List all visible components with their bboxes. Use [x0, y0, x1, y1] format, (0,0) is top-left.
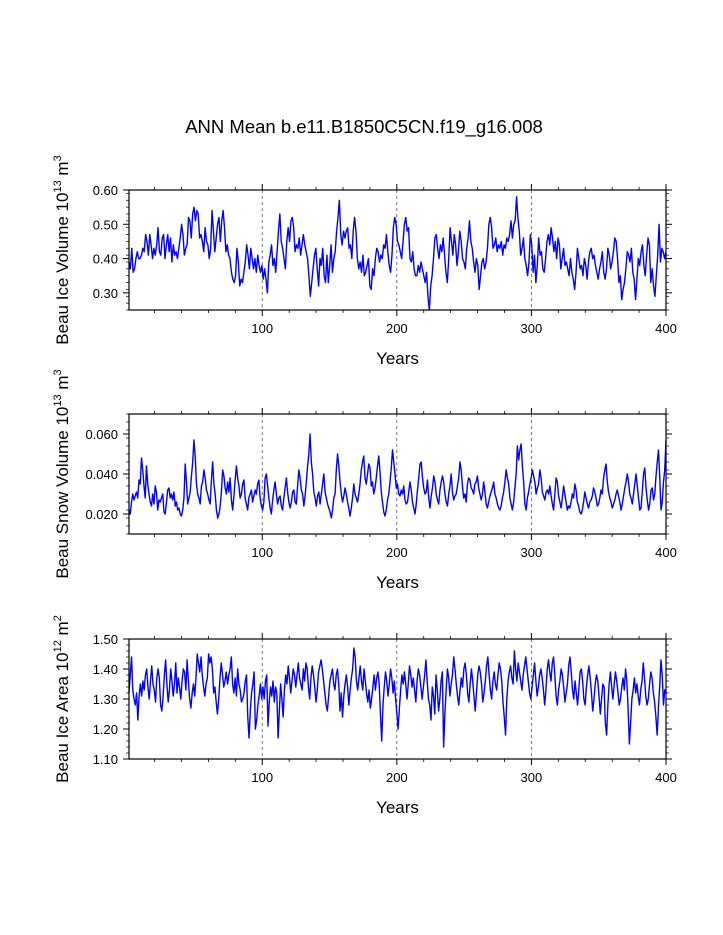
y-tick-label: 1.50 — [93, 632, 118, 647]
y-tick-label: 0.040 — [85, 467, 118, 482]
y-axis-label: Beau Snow Volume 1013 m3 — [52, 369, 72, 578]
x-tick-label: 400 — [655, 770, 677, 785]
x-tick-labels: 100 200 300 400 — [251, 770, 676, 785]
y-axis-label-unit-exponent: 3 — [52, 369, 64, 375]
panel-ice-volume: 100 200 300 400 0.30 0.40 0.50 0.60 Years Beau… — [52, 155, 677, 368]
x-tick-label: 200 — [386, 321, 408, 336]
y-tick-label: 0.40 — [93, 252, 118, 267]
y-tick-label: 0.30 — [93, 286, 118, 301]
y-axis-label-main: Beau Ice Area 10 — [53, 652, 72, 782]
y-axis-label-exponent: 13 — [52, 180, 64, 192]
x-tick-label: 100 — [251, 321, 273, 336]
x-tick-label: 200 — [386, 545, 408, 560]
y-axis-label-unit: m — [53, 621, 72, 640]
x-tick-label: 400 — [655, 321, 677, 336]
series-line-snow-volume — [128, 433, 667, 519]
x-tick-label: 300 — [521, 321, 543, 336]
panel-snow-volume: 100 200 300 400 0.020 0.040 0.060 Years Beau … — [52, 369, 677, 592]
x-axis-label: Years — [376, 798, 419, 817]
y-axis-label-unit: m — [53, 161, 72, 180]
y-tick-label: 1.20 — [93, 722, 118, 737]
x-axis-label: Years — [376, 349, 419, 368]
x-tick-labels: 100 200 300 400 — [251, 545, 676, 560]
y-tick-labels: 1.10 1.20 1.30 1.40 1.50 — [93, 632, 118, 767]
y-axis-label-main: Beau Ice Volume 10 — [53, 193, 72, 345]
x-tick-label: 400 — [655, 545, 677, 560]
y-axis-label-unit: m — [53, 375, 72, 394]
x-gridlines — [261, 414, 532, 534]
y-tick-label: 1.10 — [93, 752, 118, 767]
axis-ticks — [123, 408, 672, 540]
series-line-ice-area — [128, 647, 667, 748]
axis-ticks — [123, 633, 672, 765]
x-gridlines — [261, 190, 532, 310]
series-line-ice-volume — [128, 196, 667, 311]
x-tick-label: 100 — [251, 545, 273, 560]
y-tick-label: 0.50 — [93, 217, 118, 232]
x-tick-labels: 100 200 300 400 — [251, 321, 676, 336]
y-tick-label: 1.40 — [93, 662, 118, 677]
y-axis-label-main: Beau Snow Volume 10 — [53, 407, 72, 579]
x-tick-label: 100 — [251, 770, 273, 785]
chart-title: ANN Mean b.e11.B1850C5CN.f19_g16.008 — [185, 116, 543, 138]
y-tick-label: 1.30 — [93, 692, 118, 707]
x-tick-label: 300 — [521, 770, 543, 785]
y-axis-label-exponent: 12 — [52, 640, 64, 652]
y-axis-label-unit-exponent: 3 — [52, 155, 64, 161]
panel-ice-area: 100 200 300 400 1.101.201.301.401.50 Years … — [52, 615, 677, 817]
y-tick-label: 0.060 — [85, 427, 118, 442]
y-axis-label: Beau Ice Volume 1013 m3 — [52, 155, 72, 344]
plot-frame — [128, 413, 667, 535]
x-tick-label: 200 — [386, 770, 408, 785]
plot-frame — [128, 189, 667, 311]
y-tick-labels: 0.30 0.40 0.50 0.60 — [93, 183, 118, 301]
y-tick-label: 0.020 — [85, 507, 118, 522]
y-axis-label-unit-exponent: 2 — [52, 615, 64, 621]
axis-ticks — [123, 184, 672, 316]
y-tick-label: 0.60 — [93, 183, 118, 198]
y-axis-label-exponent: 13 — [52, 394, 64, 406]
x-axis-label: Years — [376, 573, 419, 592]
y-tick-labels: 0.020 0.040 0.060 — [85, 427, 118, 522]
y-axis-label: Beau Ice Area 1012 m2 — [52, 615, 72, 783]
x-tick-label: 300 — [521, 545, 543, 560]
